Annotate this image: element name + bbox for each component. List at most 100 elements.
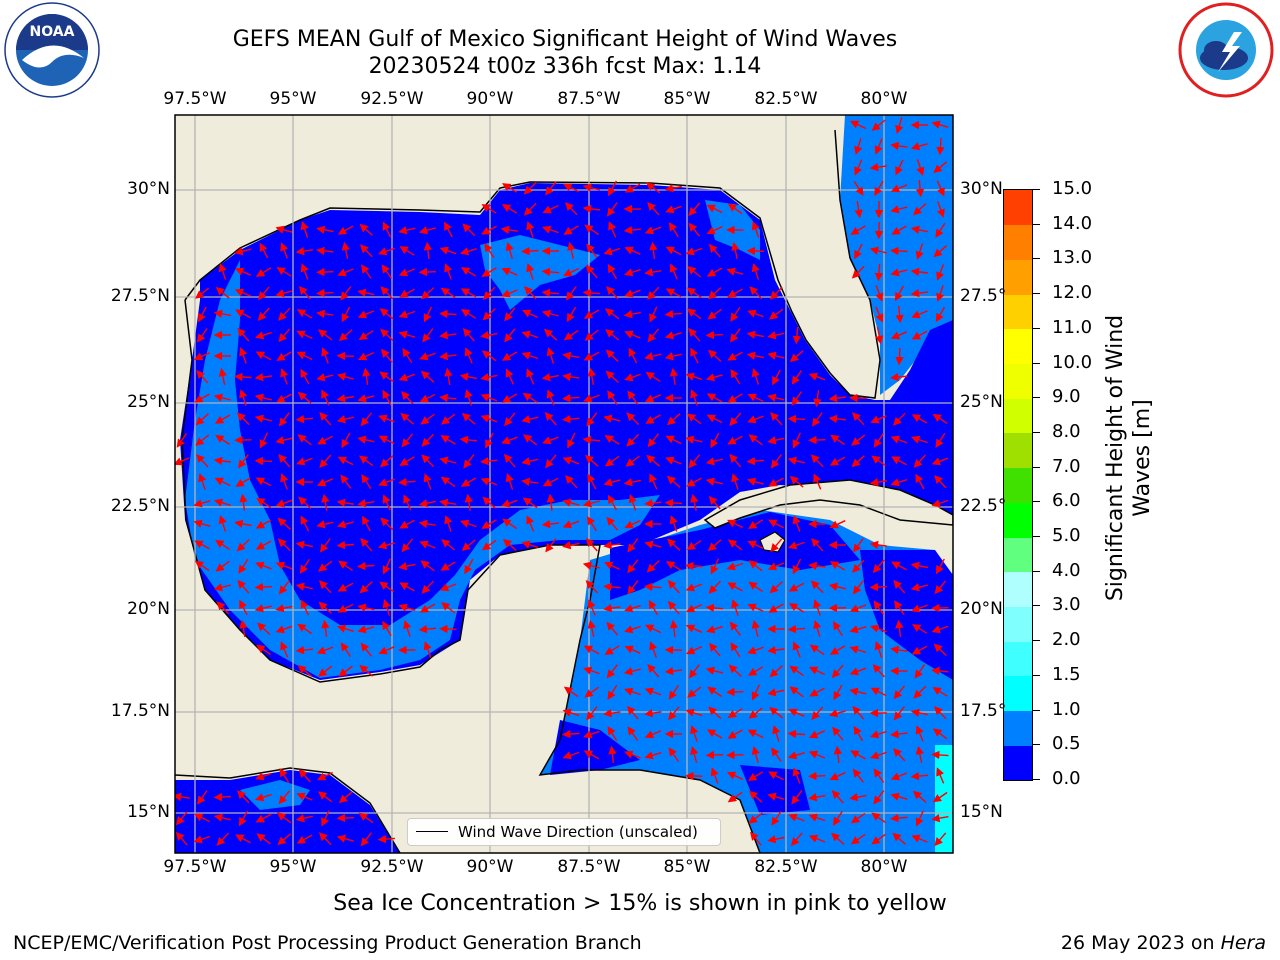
wind-wave-arrow [852, 580, 864, 595]
wind-wave-arrow [501, 499, 518, 508]
wind-wave-arrow [300, 599, 310, 616]
wind-wave-arrow [362, 367, 371, 385]
wind-wave-arrow [582, 561, 600, 570]
wind-wave-arrow [276, 812, 292, 824]
wind-wave-arrow [851, 455, 865, 468]
wind-wave-arrow [746, 456, 765, 466]
colorbar-tick-label: 1.0 [1052, 698, 1081, 720]
wind-wave-arrow [340, 474, 352, 489]
wind-wave-arrow [873, 600, 885, 615]
wind-wave-arrow [237, 579, 250, 594]
wind-wave-arrow [648, 599, 659, 616]
wind-wave-arrow [604, 455, 620, 467]
wind-wave-arrow [890, 184, 908, 193]
wind-wave-arrow [789, 476, 804, 488]
colorbar-tick-label: 6.0 [1052, 490, 1081, 512]
wind-wave-arrow [624, 519, 641, 529]
wind-wave-arrow [358, 455, 374, 467]
wind-wave-arrow [541, 519, 559, 529]
wind-wave-arrow [644, 751, 662, 760]
wind-wave-arrow [768, 771, 784, 781]
wind-wave-arrow [852, 559, 865, 573]
wind-wave-arrow [378, 435, 395, 445]
wind-wave-arrow [813, 473, 822, 490]
wind-wave-arrow [685, 561, 703, 571]
wind-wave-arrow [257, 307, 270, 322]
wind-wave-arrow [852, 412, 865, 426]
wind-wave-arrow [688, 222, 701, 237]
wind-wave-arrow [624, 604, 641, 613]
wind-wave-arrow [890, 268, 908, 277]
wind-wave-arrow [583, 730, 600, 739]
wind-wave-arrow [213, 309, 232, 318]
wind-wave-arrow [418, 499, 436, 508]
wind-wave-arrow [420, 413, 435, 425]
wind-wave-arrow [628, 494, 637, 511]
wind-wave-arrow [890, 372, 908, 382]
wind-wave-arrow [546, 493, 556, 511]
wind-wave-arrow [562, 414, 580, 424]
wind-wave-arrow [910, 771, 929, 781]
wind-wave-arrow [911, 604, 928, 613]
wind-wave-arrow [278, 790, 291, 805]
wind-wave-arrow [341, 432, 351, 449]
wind-wave-arrow [585, 580, 598, 594]
wind-wave-arrow [644, 498, 662, 508]
wind-wave-arrow [664, 498, 683, 508]
wind-wave-arrow [358, 330, 374, 341]
wind-wave-arrow [647, 663, 660, 678]
wind-wave-arrow [607, 263, 618, 280]
wind-wave-arrow [439, 456, 457, 465]
wind-wave-arrow [338, 665, 353, 677]
wind-wave-arrow [894, 600, 905, 615]
wind-wave-arrow [377, 541, 395, 550]
wind-wave-arrow [890, 435, 908, 444]
wind-wave-arrow [565, 286, 577, 301]
wind-wave-arrow [624, 645, 641, 655]
lon-tick-top: 92.5°W [360, 89, 424, 109]
wind-wave-arrow [789, 686, 804, 698]
wind-wave-arrow [787, 456, 805, 465]
wind-wave-arrow [316, 646, 334, 655]
wind-wave-arrow [787, 751, 805, 760]
wind-wave-arrow [627, 538, 639, 553]
wind-wave-arrow [911, 834, 928, 843]
wind-wave-arrow [582, 288, 601, 298]
wind-wave-arrow [690, 389, 699, 406]
wind-wave-arrow [238, 558, 249, 574]
lon-tick-bottom: 82.5°W [754, 857, 818, 877]
wind-wave-arrow [297, 391, 312, 404]
wind-wave-arrow [747, 415, 764, 424]
wind-wave-arrow [931, 603, 949, 613]
wind-wave-arrow [461, 308, 477, 319]
wind-wave-arrow [275, 604, 293, 613]
wind-wave-arrow [464, 347, 473, 364]
wind-wave-arrow [255, 519, 272, 529]
wind-wave-arrow [300, 263, 309, 280]
grid-lines [175, 115, 953, 853]
colorbar-segment [1004, 259, 1032, 295]
wind-wave-arrow [319, 538, 331, 553]
wind-wave-arrow [690, 745, 699, 763]
wind-wave-arrow [915, 725, 924, 742]
wind-wave-arrow [705, 666, 723, 675]
wind-wave-arrow [545, 538, 557, 553]
wind-wave-arrow [505, 368, 515, 385]
lon-tick-top: 85°W [663, 89, 711, 109]
wind-wave-arrow [730, 306, 741, 322]
wind-wave-arrow [462, 223, 476, 237]
wind-wave-arrow [378, 414, 395, 423]
wind-wave-arrow [423, 641, 432, 658]
wind-wave-arrow [751, 368, 760, 385]
wind-wave-arrow [751, 263, 760, 280]
wind-wave-arrow [401, 538, 414, 553]
wind-wave-arrow [685, 372, 703, 381]
wind-wave-arrow [255, 793, 272, 802]
wind-wave-arrow [645, 371, 661, 382]
wind-wave-arrow [398, 562, 416, 571]
wind-wave-arrow [562, 456, 580, 465]
wind-wave-arrow [932, 728, 948, 740]
wind-wave-arrow [893, 685, 906, 700]
wind-wave-arrow [747, 729, 764, 739]
wind-wave-arrow [869, 540, 887, 550]
